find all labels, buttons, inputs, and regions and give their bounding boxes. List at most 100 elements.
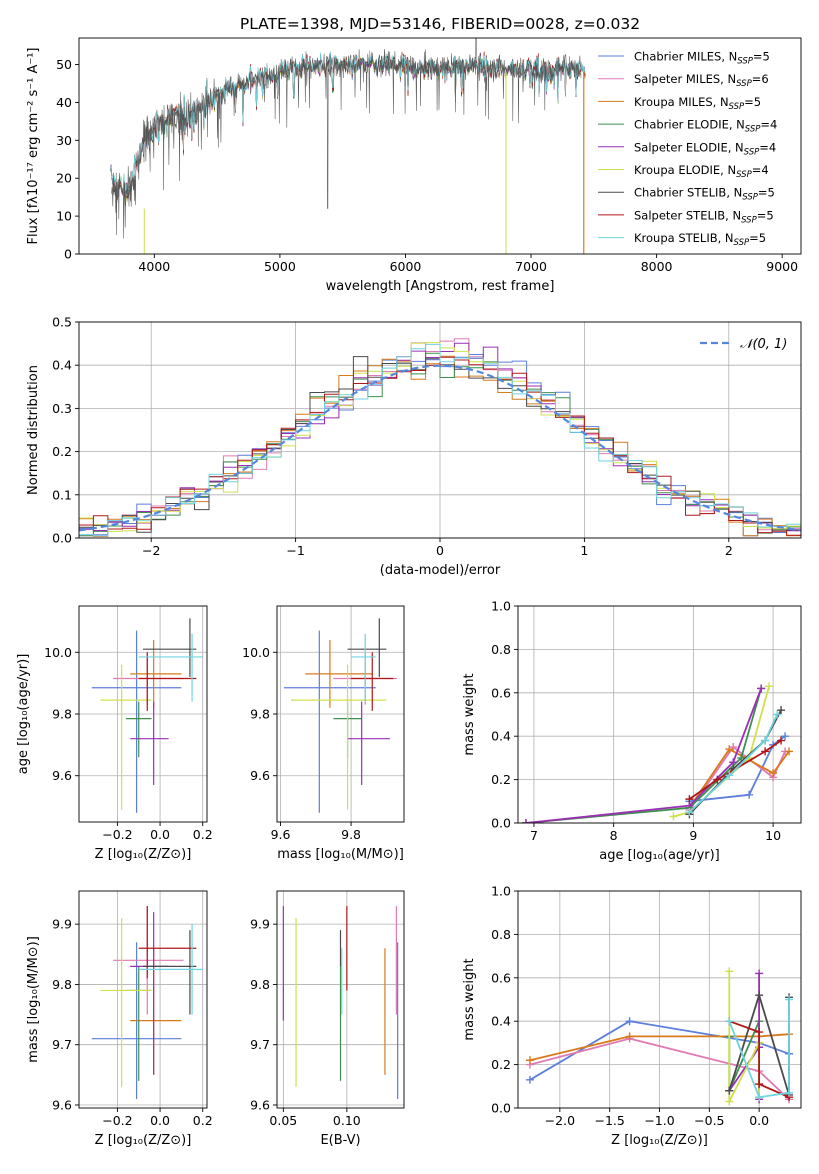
x-tick-label: −0.5 [694,1113,724,1128]
plus-marker [625,1032,634,1041]
y-tick-label: 9.6 [52,1097,72,1112]
x-axis-label: Z [log₁₀(Z/Z⊙)] [95,1133,192,1148]
y-axis-label: Normed distribution [26,365,41,495]
plus-marker [765,682,774,691]
series-line [688,748,790,809]
y-tick-label: 30 [56,133,72,148]
axes-weight_vs_age: 7 8 9 10 0.0 0.2 0.4 0.6 0.8 1.0 age [log₁₀(age/yr… [462,599,802,863]
plus-marker [725,745,734,754]
plus-marker [745,790,754,799]
x-tick-label: −1.5 [594,1113,624,1128]
plus-marker [785,1088,794,1097]
x-tick-label: 9000 [766,259,798,274]
y-tick-label: 9.8 [250,977,270,992]
legend-label: Chabrier MILES, NSSP=5 [634,50,770,67]
plus-marker [669,812,678,821]
y-tick-label: 1.0 [491,884,511,899]
y-tick-label: 9.7 [52,1037,72,1052]
y-tick-label: 9.8 [250,707,270,722]
axes-frame [517,605,802,824]
plus-marker [725,967,734,976]
x-tick-label: 2 [725,543,733,558]
series-line [525,688,762,823]
figure-title: PLATE=1398, MJD=53146, FIBERID=0028, z=0… [240,15,640,33]
x-tick-label: −1 [286,543,304,558]
y-axis-label: mass [log₁₀(M/M⊙)] [26,936,41,1063]
x-tick-label: 0 [436,543,444,558]
x-axis-label: (data-model)/error [380,563,501,578]
plus-marker [713,775,722,784]
x-axis-label: Z [log₁₀(Z/Z⊙)] [95,847,192,862]
y-tick-label: 40 [56,95,72,110]
y-tick-label: 20 [56,171,72,186]
x-tick-label: 0.2 [193,827,213,842]
axes-weight_vs_Z: −2.0 −1.5 −1.0 −0.5 0.0 0.0 0.2 0.4 0.6 0.8 1.0 Z [… [462,884,802,1148]
plus-marker [761,736,770,745]
y-tick-label: 9.6 [250,1097,270,1112]
x-axis-label: age [log₁₀(age/yr)] [599,848,720,863]
legend-label: Salpeter STELIB, NSSP=5 [634,208,774,225]
plot-area-residuals [79,338,801,537]
x-tick-label: 0.0 [150,827,170,842]
y-tick-label: 10.0 [242,645,270,660]
y-tick-label: 0.4 [491,1014,511,1029]
series-line [688,714,778,813]
plus-marker [725,1017,734,1026]
spectrum-data-line [111,38,582,239]
x-tick-label: 0.0 [749,1113,769,1128]
axes-mass_vs_Z: −0.2 0.0 0.2 9.6 9.7 9.8 9.9 Z [log₁₀(Z/Z⊙)] mas… [26,890,213,1148]
plus-marker [685,795,694,804]
spectrum-model-line [110,52,586,207]
x-tick-label: 8000 [641,259,673,274]
y-tick-label: 0.4 [491,729,511,744]
x-tick-label: −0.2 [102,1113,132,1128]
y-tick-label: 9.8 [52,707,72,722]
y-tick-label: 0.1 [52,487,72,502]
y-tick-label: 0.5 [52,315,72,330]
plus-marker [755,1080,764,1089]
y-tick-label: 0.2 [491,1057,511,1072]
legend-label: Chabrier STELIB, NSSP=5 [634,186,775,203]
plus-marker [755,1093,764,1102]
plus-marker [769,769,778,778]
spectrum-legend: Chabrier MILES, NSSP=5 Salpeter MILES, NS… [598,50,777,248]
y-tick-label: 9.9 [250,917,270,932]
plot-area-weight_vs_age [521,682,794,823]
legend-label: Kroupa ELODIE, NSSP=4 [634,163,769,180]
y-tick-label: 0.2 [52,444,72,459]
x-tick-label: 0.2 [193,1113,213,1128]
x-tick-label: −1.0 [644,1113,674,1128]
plus-marker [757,684,766,693]
plus-marker [521,819,530,823]
x-tick-label: −2.0 [545,1113,575,1128]
plus-marker [725,1086,734,1095]
x-axis-label: wavelength [Angstrom, rest frame] [326,279,555,294]
plus-marker [773,710,782,719]
y-tick-label: 0.0 [491,816,511,831]
plus-marker [755,969,764,978]
axes-frame [78,37,802,255]
plus-marker [755,991,764,1000]
legend-label: Salpeter MILES, NSSP=6 [634,72,769,89]
x-tick-label: 9.6 [271,827,291,842]
y-tick-label: 0.8 [491,927,511,942]
x-tick-label: 0.0 [150,1113,170,1128]
plot-area-mass_vs_Z [91,906,203,1099]
series-line [728,999,790,1099]
y-tick-label: 50 [56,57,72,72]
plus-marker [525,1056,534,1065]
series-line [728,1020,790,1099]
plus-marker [625,1017,634,1026]
axes-mass_vs_ebv: 0.05 0.10 9.6 9.7 9.8 9.9 E(B-V) [250,890,405,1148]
series-line [529,1033,790,1062]
plot-area-spectrum [110,38,586,254]
x-tick-label: 7 [530,828,538,843]
y-tick-label: 0.0 [52,531,72,546]
x-tick-label: 10 [765,828,781,843]
plot-area-mass_vs_ebv [282,906,399,1099]
y-tick-label: 0 [64,247,72,262]
y-tick-label: 0.2 [491,772,511,787]
x-tick-label: 0.05 [269,1113,297,1128]
axes-age_vs_Z: −0.2 0.0 0.2 9.6 9.8 10.0 Z [log₁₀(Z/Z⊙)] age [… [16,605,213,862]
